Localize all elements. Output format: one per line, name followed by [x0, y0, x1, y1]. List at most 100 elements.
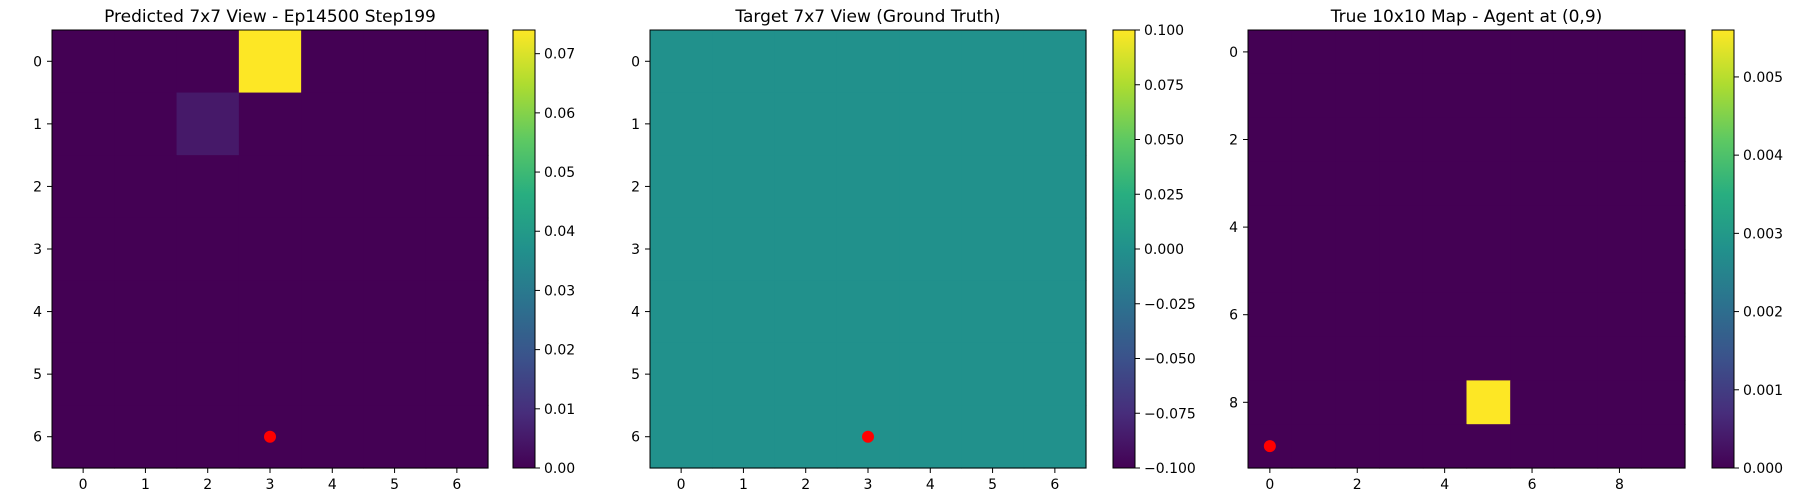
heatmap-cell	[1466, 424, 1511, 469]
heatmap-cell	[1466, 205, 1511, 250]
heatmap-cell	[425, 217, 489, 281]
heatmap-cell	[1291, 336, 1336, 381]
heatmap-cell	[1291, 249, 1336, 294]
colorbar-tick-label: 0.04	[544, 224, 575, 240]
heatmap-cell	[1553, 30, 1599, 75]
heatmap-cell	[1641, 292, 1686, 338]
heatmap-cell	[176, 92, 240, 156]
heatmap-cell	[1466, 117, 1511, 162]
heatmap-cell	[1510, 380, 1555, 425]
colorbar-tick-label: 0.05	[544, 165, 575, 181]
heatmap-cell	[961, 217, 1025, 281]
heatmap-cell	[1597, 292, 1642, 338]
heatmap-cell	[1379, 336, 1424, 381]
heatmap-cell	[114, 280, 178, 344]
heatmap-cell	[1023, 30, 1087, 94]
heatmap-cell	[1335, 249, 1380, 294]
heatmap-cell	[238, 280, 302, 344]
colorbar-tick-label: −0.050	[1144, 352, 1196, 368]
heatmap-cell	[238, 217, 302, 281]
heatmap-cell	[52, 217, 115, 281]
heatmap-cell	[1291, 117, 1336, 162]
heatmap-cell	[1422, 336, 1468, 381]
heatmap-cell	[1641, 205, 1686, 250]
heatmap-cell	[1641, 161, 1686, 206]
heatmap-cell	[301, 280, 365, 344]
agent-marker	[862, 430, 874, 443]
heatmap-cell	[1597, 73, 1642, 119]
heatmap-cell	[1641, 73, 1686, 119]
heatmap-cell	[650, 280, 713, 344]
heatmap-cell	[774, 280, 838, 344]
x-tick-label: 0	[79, 477, 88, 493]
heatmap-cell	[961, 92, 1025, 156]
heatmap-cell	[1597, 161, 1642, 206]
x-tick-label: 6	[452, 477, 461, 493]
heatmap-cell	[1466, 249, 1511, 294]
agent-marker	[1263, 440, 1276, 453]
colorbar-tick-label: 0.01	[544, 402, 575, 418]
heatmap-cell	[1510, 336, 1555, 381]
heatmap-cell	[712, 342, 776, 407]
heatmap-cell	[301, 92, 365, 156]
heatmap-cell	[1248, 30, 1293, 75]
x-tick-label: 1	[739, 477, 748, 493]
heatmap-cell	[301, 405, 365, 469]
heatmap-cell	[1023, 342, 1087, 407]
colorbar-tick-label: 0.06	[544, 106, 575, 122]
heatmap-cell	[114, 405, 178, 469]
heatmap-cell	[1422, 117, 1468, 162]
colorbar-tick-label: −0.075	[1144, 406, 1196, 422]
heatmap-cell	[1248, 205, 1293, 250]
heatmap-cell	[1422, 292, 1468, 338]
colorbar-tick-label: 0.07	[544, 47, 575, 63]
heatmap-cell	[301, 342, 365, 407]
heatmap-cell	[1248, 73, 1293, 119]
agent-marker	[264, 430, 276, 443]
heatmap-cell	[301, 30, 365, 94]
heatmap-cell	[836, 92, 900, 156]
heatmap-cell	[774, 217, 838, 281]
heatmap-cell	[301, 217, 365, 281]
x-tick-label: 4	[328, 477, 337, 493]
chart-title: Predicted 7x7 View - Ep14500 Step199	[104, 7, 436, 27]
heatmap-cell	[52, 155, 115, 219]
heatmap-cell	[1553, 380, 1599, 425]
heatmap-cell	[899, 155, 963, 219]
y-tick-label: 6	[33, 430, 42, 446]
heatmap-cell	[1422, 161, 1468, 206]
heatmap-cell	[114, 30, 178, 94]
x-tick-label: 6	[1050, 477, 1059, 493]
colorbar	[1113, 30, 1135, 468]
colorbar-tick-label: 0.005	[1743, 70, 1783, 86]
colorbar	[1712, 30, 1734, 468]
colorbar-tick-label: 0.03	[544, 283, 575, 299]
heatmap-cell	[363, 30, 427, 94]
x-tick-label: 5	[988, 477, 997, 493]
heatmap-cell	[1422, 205, 1468, 250]
heatmap-cell	[1597, 336, 1642, 381]
y-tick-label: 4	[33, 305, 42, 321]
y-tick-label: 2	[33, 179, 42, 195]
y-tick-label: 4	[1229, 220, 1238, 236]
colorbar-frame	[1711, 29, 1735, 469]
y-tick-label: 0	[631, 54, 640, 70]
heatmap-cell	[899, 342, 963, 407]
x-tick-label: 2	[1353, 477, 1362, 493]
plot-frame	[1247, 29, 1686, 469]
heatmap-cell	[1335, 161, 1380, 206]
heatmap-cell	[176, 155, 240, 219]
heatmap-cell	[1291, 380, 1336, 425]
colorbar-tick-label: 0.003	[1743, 226, 1783, 242]
y-tick-label: 8	[1229, 395, 1238, 411]
heatmap-cell	[1597, 117, 1642, 162]
heatmap-cell	[1248, 292, 1293, 338]
heatmap-cell	[1422, 30, 1468, 75]
colorbar-tick-label: 0.100	[1144, 23, 1184, 39]
heatmap-cell	[425, 30, 489, 94]
x-tick-label: 6	[1528, 477, 1537, 493]
heatmap-cell	[52, 342, 115, 407]
y-tick-label: 0	[33, 54, 42, 70]
y-tick-label: 3	[631, 242, 640, 258]
